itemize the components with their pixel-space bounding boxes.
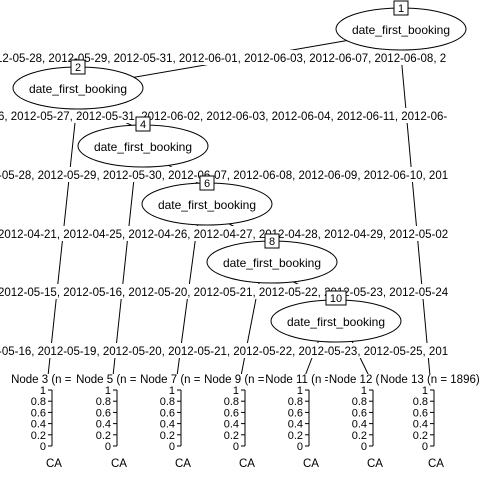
leaf-axis-tick-label: 0.2 bbox=[31, 430, 46, 442]
leaf-axis-tick-label: 0.2 bbox=[160, 430, 175, 442]
split-label-5-bg bbox=[0, 284, 480, 299]
inner-node-1-badge bbox=[393, 0, 409, 16]
leaf-axis-tick-label: 0.8 bbox=[96, 396, 111, 408]
leaf-title-bg bbox=[75, 374, 152, 386]
leaf-axis-tick-label: 0.2 bbox=[224, 430, 239, 442]
leaf-axis-tick-label: 0 bbox=[297, 441, 303, 453]
leaf-axis-tick-label: 1 bbox=[105, 385, 111, 397]
leaf-axis-tick-label: 0.2 bbox=[288, 430, 303, 442]
split-label-2-bg bbox=[0, 108, 480, 123]
inner-node-10-id: 10 bbox=[330, 293, 342, 305]
split-label-6: -05-16, 2012-05-19, 2012-05-20, 2012-05-… bbox=[0, 346, 448, 358]
inner-node-10-label: date_first_booking bbox=[287, 315, 385, 329]
leaf-title: Node 3 (n = 9) bbox=[11, 374, 85, 386]
leaf-category-label: CA bbox=[303, 458, 319, 470]
inner-node-1-id: 1 bbox=[398, 3, 404, 15]
leaf-axis-tick-label: 0.4 bbox=[288, 419, 303, 431]
leaf-axis-tick-label: 0.6 bbox=[96, 407, 111, 419]
leaf-category-label: CA bbox=[239, 458, 255, 470]
leaf-title-bg bbox=[379, 374, 480, 386]
leaf-title-bg bbox=[139, 374, 216, 386]
inner-node-6-id: 6 bbox=[204, 178, 210, 190]
leaf-axis-tick-label: 0 bbox=[361, 441, 367, 453]
leaf-axis-tick-label: 1 bbox=[297, 385, 303, 397]
split-label-3-bg bbox=[0, 167, 480, 182]
leaf-axis-tick-label: 0 bbox=[422, 441, 428, 453]
leaf-axis-tick-label: 0.4 bbox=[224, 419, 239, 431]
split-label-6-bg bbox=[0, 343, 480, 358]
leaf-axis-tick-label: 0.8 bbox=[160, 396, 175, 408]
leaf-axis-tick-label: 0.6 bbox=[288, 407, 303, 419]
inner-node-8-id: 8 bbox=[269, 236, 275, 248]
leaf-axis-tick-label: 0.2 bbox=[413, 430, 428, 442]
leaf-axis-tick-label: 0.8 bbox=[224, 396, 239, 408]
leaf-axis-tick-label: 0.4 bbox=[31, 419, 46, 431]
leaf-axis-tick-label: 0.6 bbox=[352, 407, 367, 419]
leaf-axis-tick-label: 1 bbox=[422, 385, 428, 397]
leaf-axis-tick-label: 0.2 bbox=[352, 430, 367, 442]
inner-node-2-label: date_first_booking bbox=[29, 82, 127, 96]
edge-1-13 bbox=[399, 43, 431, 377]
leaf-axis-tick-label: 1 bbox=[40, 385, 46, 397]
leaf-category-label: CA bbox=[428, 458, 444, 470]
split-label-3: -05-28, 2012-05-29, 2012-05-30, 2012-06-… bbox=[0, 170, 448, 182]
leaf-axis-tick-label: 0.8 bbox=[413, 396, 428, 408]
leaf-title: Node 13 (n = 1896) bbox=[380, 374, 480, 386]
split-label-4-bg bbox=[0, 226, 480, 241]
leaf-title: Node 9 (n = 3) bbox=[204, 374, 278, 386]
inner-node-2-id: 2 bbox=[75, 62, 81, 74]
leaf-axis-tick-label: 1 bbox=[361, 385, 367, 397]
inner-node-10-badge bbox=[325, 290, 347, 306]
leaf-axis-tick-label: 0.8 bbox=[288, 396, 303, 408]
leaf-axis-tick-label: 0.4 bbox=[96, 419, 111, 431]
leaf-axis-tick-label: 0.6 bbox=[224, 407, 239, 419]
leaf-axis-tick-label: 0.4 bbox=[352, 419, 367, 431]
inner-node-2-badge bbox=[70, 59, 86, 75]
leaf-axis-tick-label: 1 bbox=[169, 385, 175, 397]
inner-node-4-id: 4 bbox=[140, 119, 146, 131]
leaf-title-bg bbox=[203, 374, 280, 386]
inner-node-4-badge bbox=[135, 116, 151, 132]
split-label-2: 6, 2012-05-27, 2012-05-31, 2012-06-02, 2… bbox=[0, 111, 447, 123]
edge-4-5 bbox=[112, 159, 137, 377]
split-label-5: 2012-05-15, 2012-05-16, 2012-05-20, 2012… bbox=[0, 287, 449, 299]
leaf-title-bg bbox=[10, 374, 87, 386]
leaf-axis-tick-label: 0 bbox=[169, 441, 175, 453]
leaf-axis-tick-label: 0.2 bbox=[96, 430, 111, 442]
leaf-axis-tick-label: 0.4 bbox=[413, 419, 428, 431]
leaf-axis-tick-label: 0.4 bbox=[160, 419, 175, 431]
leaf-axis-tick-label: 0 bbox=[233, 441, 239, 453]
inner-node-8-label: date_first_booking bbox=[223, 256, 321, 270]
inner-node-8-badge bbox=[264, 233, 280, 249]
inner-node-4-label: date_first_booking bbox=[94, 140, 192, 154]
leaf-title: Node 11 (n = 2) bbox=[265, 374, 345, 386]
inner-node-6-label: date_first_booking bbox=[158, 198, 256, 212]
leaf-axis-tick-label: 0.8 bbox=[352, 396, 367, 408]
leaf-axis-tick-label: 1 bbox=[233, 385, 239, 397]
leaf-axis-tick-label: 0.8 bbox=[31, 396, 46, 408]
inner-node-1-label: date_first_booking bbox=[352, 23, 450, 37]
leaf-axis-tick-label: 0.6 bbox=[160, 407, 175, 419]
leaf-category-label: CA bbox=[175, 458, 191, 470]
split-label-4: 2012-04-21, 2012-04-25, 2012-04-26, 2012… bbox=[0, 229, 448, 241]
leaf-category-label: CA bbox=[367, 458, 383, 470]
leaf-axis-tick-label: 0.6 bbox=[31, 407, 46, 419]
leaf-title: Node 7 (n = 2) bbox=[140, 374, 214, 386]
leaf-axis-tick-label: 0.6 bbox=[413, 407, 428, 419]
leaf-title: Node 5 (n = 3) bbox=[76, 374, 150, 386]
inner-node-6-badge bbox=[199, 175, 215, 191]
leaf-title-bg bbox=[264, 374, 346, 386]
leaf-axis-tick-label: 0 bbox=[40, 441, 46, 453]
split-label-1-bg bbox=[0, 50, 480, 65]
leaf-category-label: CA bbox=[111, 458, 127, 470]
split-label-1: 12-05-28, 2012-05-29, 2012-05-31, 2012-0… bbox=[0, 53, 446, 65]
leaf-category-label: CA bbox=[46, 458, 62, 470]
leaf-axis-tick-label: 0 bbox=[105, 441, 111, 453]
